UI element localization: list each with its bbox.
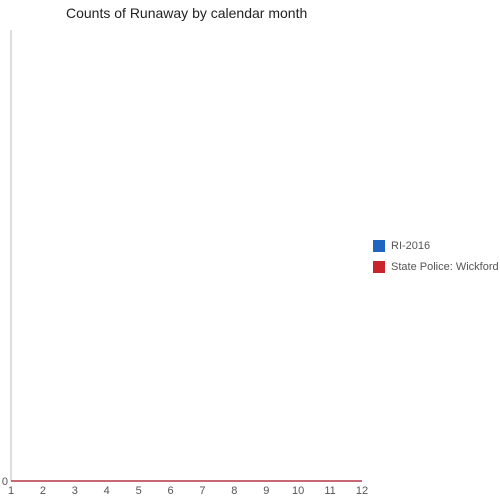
x-tick-label: 9 — [263, 485, 269, 497]
y-tick-labels: 0 — [2, 476, 8, 488]
y-tick-label: 0 — [2, 476, 8, 488]
x-tick-label: 12 — [356, 485, 368, 497]
x-tick-label: 3 — [72, 485, 78, 497]
x-tick-label: 2 — [40, 485, 46, 497]
x-tick-label: 5 — [136, 485, 142, 497]
legend-item-ri-2016: RI-2016 — [373, 239, 499, 252]
x-tick-labels: 1 2 3 4 5 6 7 8 9 10 11 12 — [8, 485, 368, 497]
chart-title: Counts of Runaway by calendar month — [66, 5, 308, 21]
legend-swatch-state-police-wickford — [373, 260, 385, 273]
x-tick-label: 10 — [292, 485, 304, 497]
legend: RI-2016 State Police: Wickford — [373, 239, 499, 281]
legend-swatch-ri-2016 — [373, 239, 385, 252]
legend-label-state-police-wickford: State Police: Wickford — [391, 260, 499, 273]
legend-item-state-police-wickford: State Police: Wickford — [373, 260, 499, 273]
x-tick-label: 1 — [8, 485, 14, 497]
x-tick-label: 11 — [324, 485, 335, 497]
x-tick-label: 4 — [104, 485, 110, 497]
x-tick-label: 8 — [231, 485, 237, 497]
x-tick-label: 6 — [167, 485, 173, 497]
x-tick-label: 7 — [199, 485, 205, 497]
legend-label-ri-2016: RI-2016 — [391, 239, 431, 252]
